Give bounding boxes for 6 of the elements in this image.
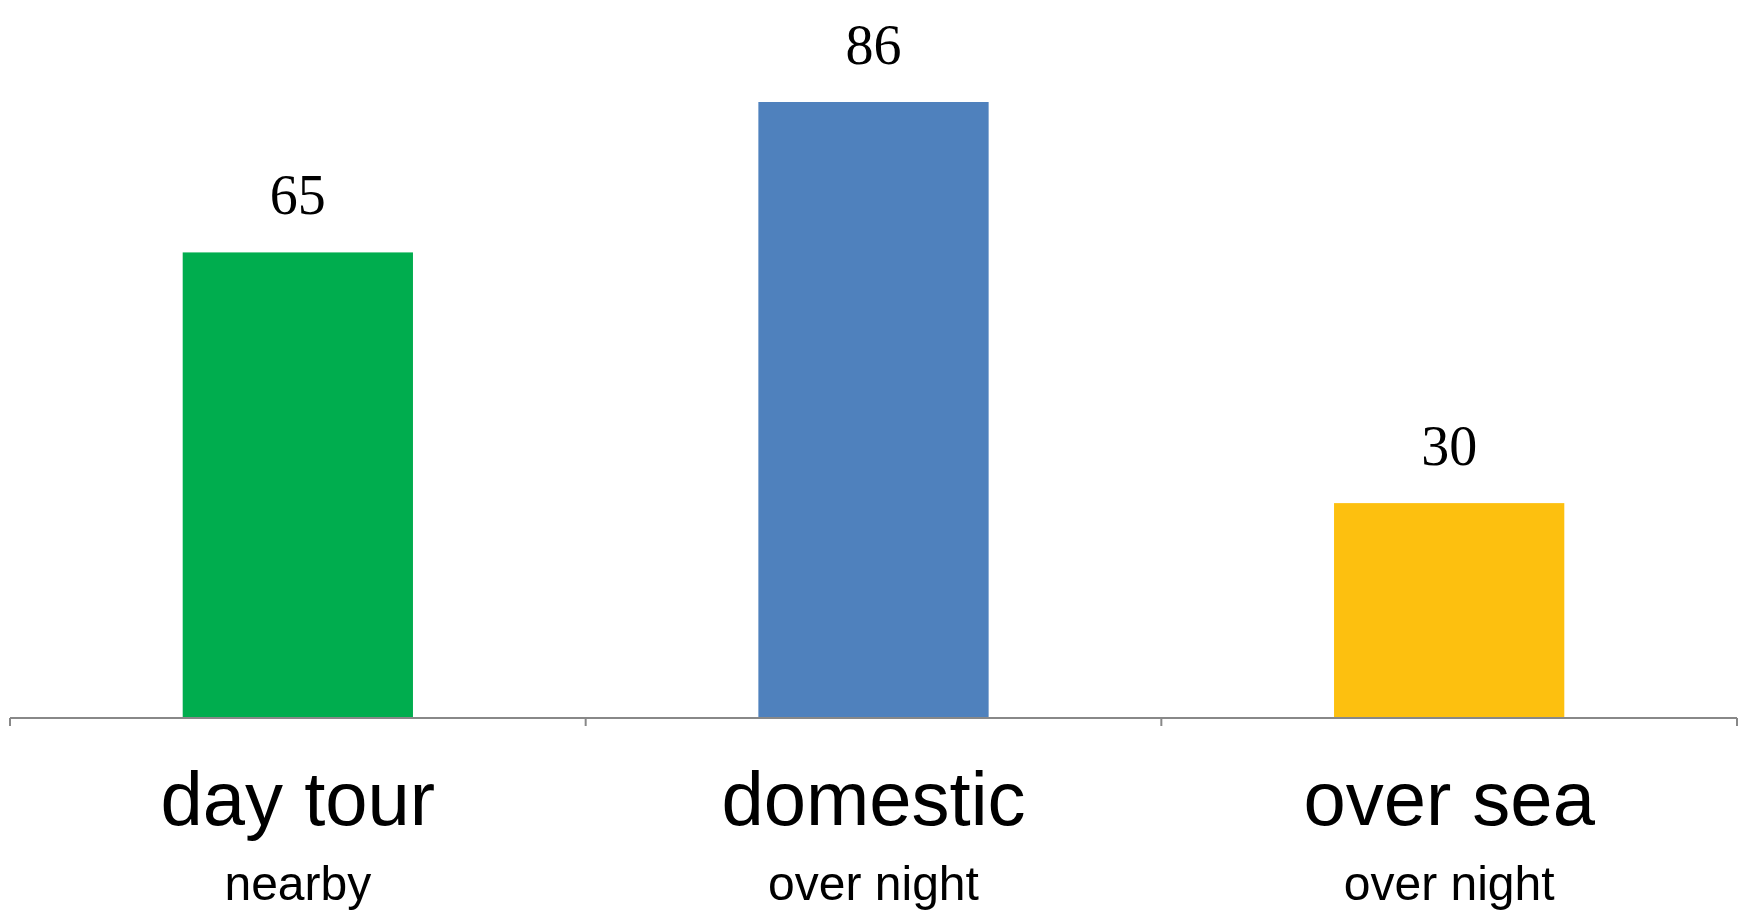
- x-tick-label: over sea over night: [1303, 756, 1596, 910]
- x-tick-label: domestic over night: [721, 756, 1026, 910]
- x-tick-label: day tour nearby: [160, 756, 436, 910]
- data-label: 65: [269, 164, 326, 227]
- data-label: 30: [1421, 415, 1478, 478]
- data-label: 86: [845, 14, 902, 76]
